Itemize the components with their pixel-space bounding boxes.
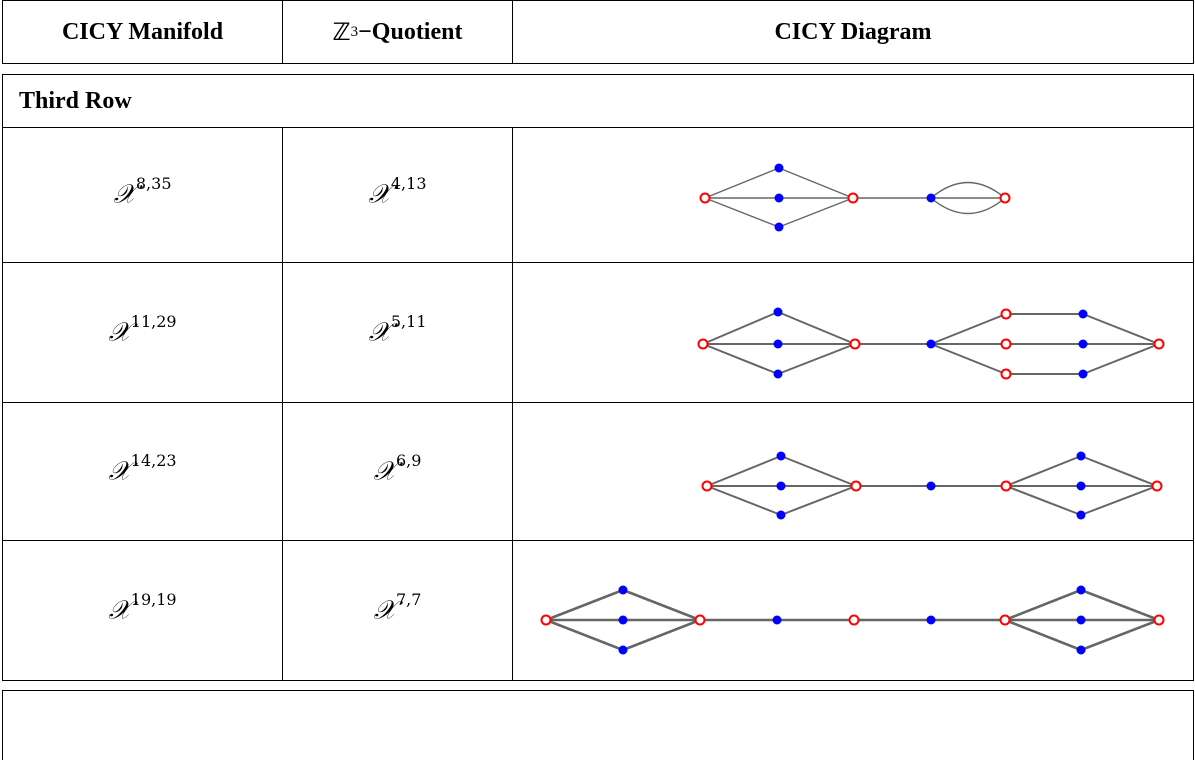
quotient-symbol: 𝒳5,11	[368, 311, 427, 348]
table-row: 𝒳19,19 𝒳7,7	[2, 540, 1194, 681]
manifold-symbol: 𝒳8,35	[113, 174, 172, 210]
table-header-row: CICY Manifold ℤ 3 −Quotient CICY Diagram	[2, 0, 1194, 64]
header-z3-quotient: ℤ 3 −Quotient	[283, 1, 513, 63]
quotient-cell: 𝒳6,9	[283, 402, 513, 540]
table-row: 𝒳11,29 𝒳5,11	[2, 262, 1194, 403]
cicy-diagram-4	[540, 585, 1165, 655]
header-cicy-manifold: CICY Manifold	[3, 1, 283, 63]
diagram-cell	[513, 402, 1193, 540]
diagram-cell	[513, 127, 1193, 262]
cicy-diagram-1	[699, 163, 1011, 232]
manifold-cell: 𝒳8,35	[3, 127, 283, 262]
quotient-symbol: 𝒳6,9	[373, 450, 422, 487]
header-quotient-label: −Quotient	[358, 18, 463, 45]
table-row: 𝒳14,23 𝒳6,9	[2, 402, 1194, 541]
table-row: 𝒳8,35 𝒳4,13	[2, 127, 1194, 263]
manifold-cell: 𝒳14,23	[3, 402, 283, 540]
cicy-diagram-3	[701, 451, 1163, 520]
diagram-cell	[513, 262, 1193, 402]
empty-footer-box	[2, 690, 1194, 760]
manifold-cell: 𝒳19,19	[3, 540, 283, 680]
diagram-cell	[513, 540, 1193, 680]
quotient-symbol: 𝒳4,13	[368, 174, 427, 210]
manifold-symbol: 𝒳14,23	[108, 450, 177, 487]
manifold-symbol: 𝒳11,29	[108, 311, 177, 348]
header-z3-symbol: ℤ	[332, 18, 351, 46]
manifold-cell: 𝒳11,29	[3, 262, 283, 402]
section-label: Third Row	[19, 87, 132, 114]
quotient-cell: 𝒳4,13	[283, 127, 513, 262]
header-z3-subscript: 3	[350, 23, 359, 40]
cicy-diagram-2	[697, 307, 1165, 380]
quotient-cell: 𝒳7,7	[283, 540, 513, 680]
quotient-symbol: 𝒳7,7	[373, 589, 422, 626]
quotient-cell: 𝒳5,11	[283, 262, 513, 402]
section-row: Third Row	[2, 74, 1194, 128]
header-cicy-diagram: CICY Diagram	[774, 18, 932, 45]
manifold-symbol: 𝒳19,19	[108, 589, 177, 626]
